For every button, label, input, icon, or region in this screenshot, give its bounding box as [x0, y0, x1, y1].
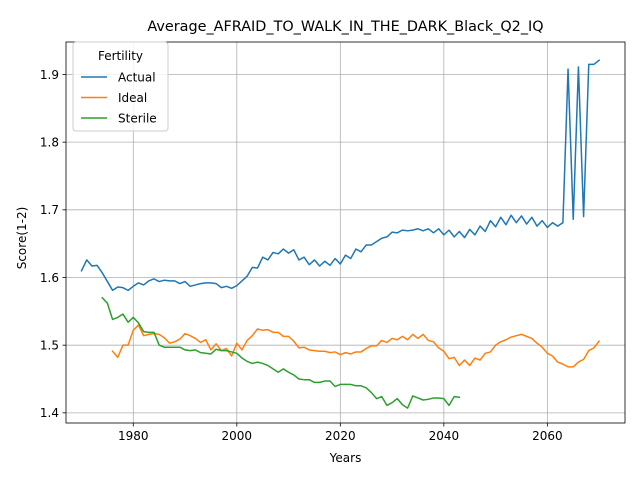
legend-label-ideal: Ideal: [118, 91, 147, 105]
y-tick-label: 1.8: [40, 135, 59, 149]
y-tick-label: 1.5: [40, 338, 59, 352]
y-tick-label: 1.6: [40, 271, 59, 285]
chart-title: Average_AFRAID_TO_WALK_IN_THE_DARK_Black…: [147, 19, 543, 35]
x-tick-label: 1980: [118, 429, 149, 443]
x-tick-label: 2020: [325, 429, 356, 443]
legend-box: [72, 41, 169, 132]
x-axis-label: Years: [329, 451, 362, 465]
y-tick-label: 1.9: [40, 68, 59, 82]
series-line-actual: [80, 59, 601, 292]
series-line-ideal: [111, 324, 601, 368]
y-axis-label: Score(1-2): [15, 207, 29, 270]
x-tick-label: 2060: [532, 429, 563, 443]
series-line-sterile: [101, 296, 461, 409]
axes: 1980 2000 2020 2040 2060 1.4 1.5 1.6 1.7 1.8 1.9: [40, 41, 626, 443]
legend-label-actual: Actual: [118, 70, 156, 84]
y-tick-label: 1.7: [40, 203, 59, 217]
plot-lines: [80, 59, 601, 409]
plot-frame: [65, 41, 626, 424]
grid: [66, 42, 625, 423]
legend-title: Fertility: [98, 49, 143, 63]
x-tick-label: 2000: [222, 429, 253, 443]
x-tick-label: 2040: [429, 429, 460, 443]
legend: Fertility Actual Ideal Sterile: [72, 41, 169, 132]
legend-label-sterile: Sterile: [118, 111, 157, 125]
y-tick-label: 1.4: [40, 406, 59, 420]
